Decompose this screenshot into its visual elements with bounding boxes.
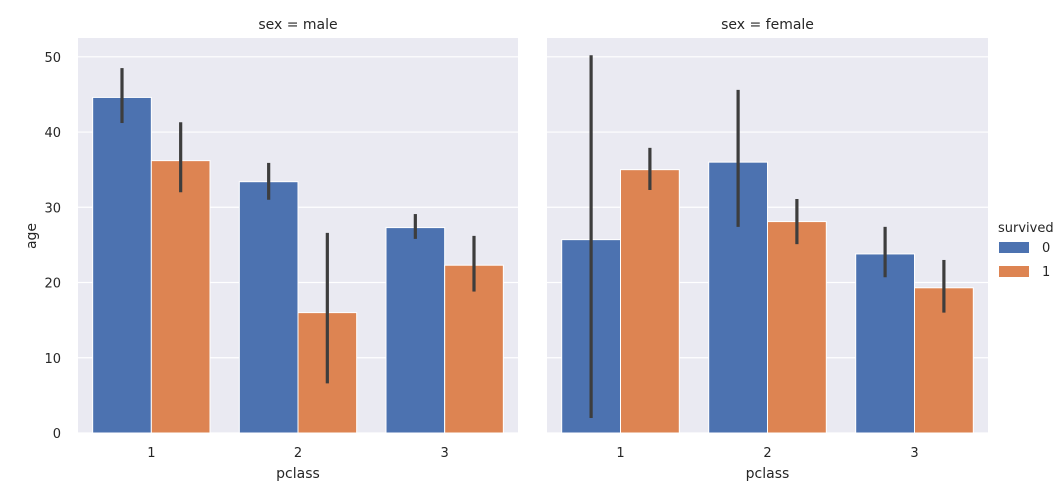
- legend-swatch: [999, 242, 1029, 253]
- panel-title: sex = female: [721, 17, 814, 33]
- x-tick-label: 1: [147, 446, 155, 461]
- bar-male-survived1-pclass3: [444, 264, 504, 434]
- bar-female-survived1-pclass1: [620, 169, 680, 434]
- x-tick-label: 1: [616, 446, 624, 461]
- x-tick-label: 3: [910, 446, 918, 461]
- bar-male-survived0-pclass1: [92, 96, 152, 434]
- y-tick-label: 30: [44, 201, 61, 216]
- y-tick-label: 40: [44, 126, 61, 141]
- x-tick-label: 3: [441, 446, 449, 461]
- bar-male-survived0-pclass2: [238, 181, 299, 434]
- x-tick-label: 2: [294, 446, 302, 461]
- bar-female-survived0-pclass3: [855, 253, 916, 434]
- y-axis-label: age: [24, 223, 40, 249]
- legend-label: 1: [1042, 265, 1050, 280]
- panel-title: sex = male: [258, 17, 337, 33]
- x-axis-label: pclass: [746, 466, 790, 482]
- bar-male-survived1-pclass1: [150, 160, 211, 434]
- y-tick-label: 0: [53, 427, 61, 442]
- x-tick-label: 2: [763, 446, 771, 461]
- legend-label: 0: [1042, 241, 1050, 256]
- y-tick-label: 20: [44, 277, 61, 292]
- x-axis-label: pclass: [276, 466, 320, 482]
- bar-female-survived1-pclass2: [767, 221, 827, 434]
- bar-male-survived0-pclass3: [385, 227, 446, 434]
- legend-swatch: [999, 266, 1029, 277]
- y-tick-label: 50: [44, 51, 61, 66]
- y-tick-label: 10: [44, 352, 61, 367]
- legend-title: survived: [998, 221, 1054, 236]
